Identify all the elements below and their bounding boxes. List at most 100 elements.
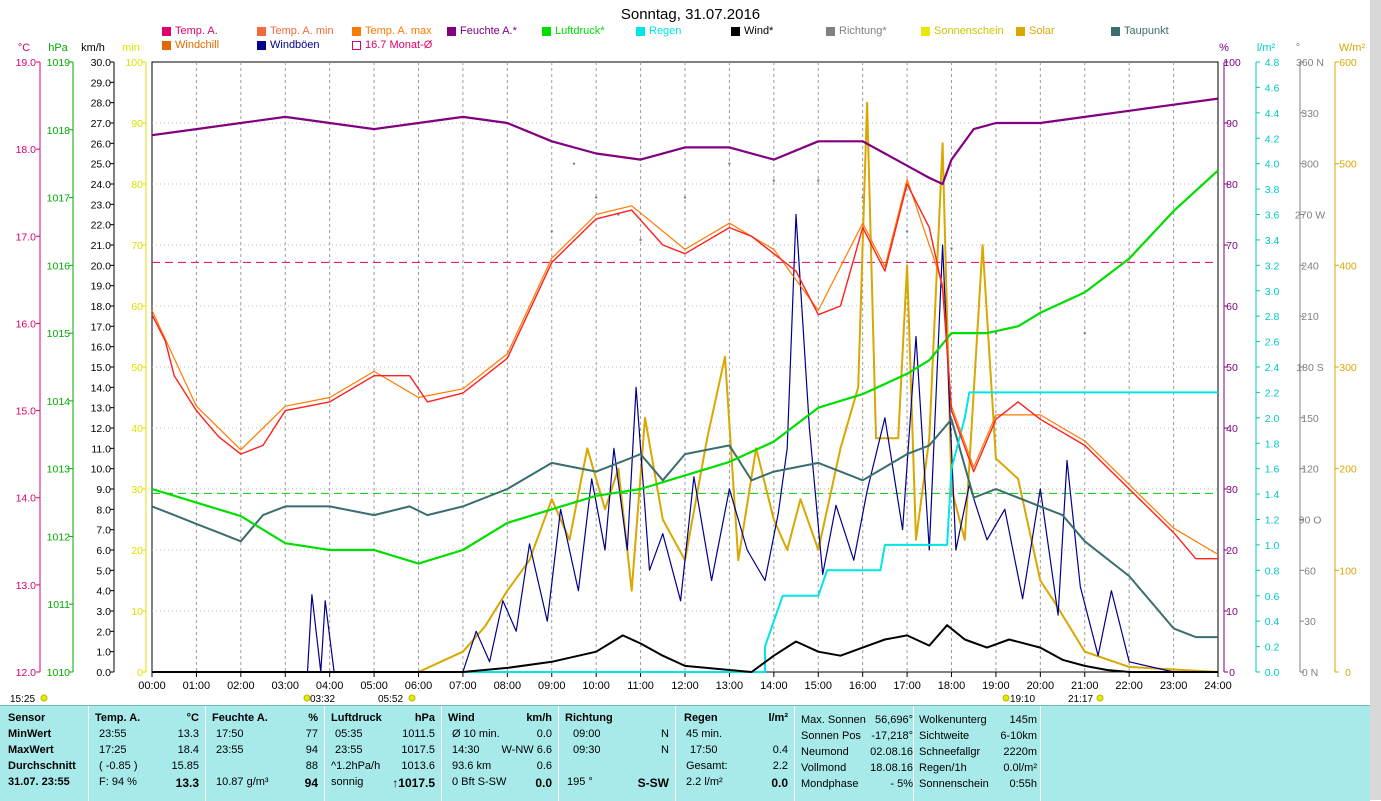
direction-point [1083,331,1086,335]
wind-r1-value: 0.0 [536,728,552,740]
x-tick-label: 14:00 [760,680,788,692]
pressure-axis-label: 1017 [47,193,71,205]
dawn-label: 05:52 [378,694,403,705]
legend-label: Temp. A. [175,25,218,37]
regen-now-value: 0.0 [771,776,788,790]
richtung-r1-dir: N [661,728,669,740]
header-feuchte: Feuchte A. [212,712,268,724]
legend-label: Feuchte A.* [460,25,517,37]
header-regen: Regen [684,712,718,724]
rain-axis-label: 0.4 [1265,616,1280,628]
wind-axis-label: 3.0 [96,606,111,618]
x-tick-label: 03:00 [271,680,299,692]
dewpoint-series [151,418,1218,639]
info2-b2: 6-10km [1000,730,1037,742]
chart-title: Sonntag, 31.07.2016 [620,6,761,23]
legend-item: Luftdruck* [542,25,605,37]
wind-axis-label: 14.0 [91,382,112,394]
direction-axis-label: 330 [1301,108,1319,120]
row-avg: Durchschnitt [8,760,76,772]
temp-axis-label: 12.0 [16,667,37,679]
sun-axis-label: 90 [131,118,143,130]
solar-axis-label: 200 [1339,464,1357,476]
sun-set-icon [1002,694,1010,702]
header-regen-unit: l/m² [768,712,788,724]
sun-rise-icon [303,694,311,702]
rain-axis-label: 2.2 [1265,387,1280,399]
x-tick-label: 15:00 [804,680,832,692]
wind-axis-label: 12.0 [91,423,112,435]
luft-max-time: 23:55 [335,744,363,756]
humidity-axis-label: 30 [1226,484,1238,496]
solar-axis-label: 100 [1339,565,1357,577]
legend-label: Temp. A. max [365,25,432,37]
direction-axis-label: 210 [1301,311,1319,323]
pressure-axis-label: 1011 [47,599,70,611]
wind-now-value: 0.0 [535,776,552,790]
direction-axis-title: ° [1296,42,1300,54]
direction-axis-label: 270 W [1295,210,1325,222]
temp-now-humidity: F: 94 % [99,776,137,788]
sun-axis-label: 40 [131,423,143,435]
pressure-axis-label: 1014 [47,396,71,408]
summary-panel: Sensor MinWert MaxWert Durchschnitt 31.0… [0,705,1370,801]
humidity-axis-label: 90 [1226,118,1238,130]
x-tick-label: 13:00 [716,680,744,692]
feuchte-now-value: 94 [304,776,318,790]
legend-swatch [162,26,171,36]
feuchte-max-time: 23:55 [216,744,244,756]
direction-point [772,179,776,182]
temp-max-value: 18.4 [177,744,199,756]
info2-b5: 0:55h [1009,778,1037,790]
info1-a3: Neumond [801,746,849,758]
temp-column: Temp. A. °C 23:55 13.3 17:25 18.4 ( -0.8… [93,706,203,801]
legend-swatch [1111,26,1120,36]
temp-axis-label: 17.0 [16,231,37,243]
wind-column: Wind km/h Ø 10 min. 0.0 14:30 W-NW 6.6 9… [446,706,556,801]
humidity-axis-title: % [1219,42,1229,54]
sun-axis-label: 0 [137,667,143,679]
info2-a3: Schneefallgr [919,746,981,758]
header-temp: Temp. A. [95,712,141,724]
wind-r2-label: 14:30 [452,744,480,756]
solar-axis-title: W/m² [1339,42,1366,54]
row-max: MaxWert [8,744,54,756]
x-tick-label: 05:00 [360,680,388,692]
rain-axis-label: 3.0 [1265,286,1280,298]
wind-r4-label: 0 Bft S-SW [452,776,507,788]
x-tick-label: 12:00 [671,680,699,692]
pressure-axis-label: 1018 [47,125,71,137]
legend-item: Windchill [162,39,219,51]
regen-r2-value: 0.4 [772,744,788,756]
wind-axis-label: 20.0 [91,260,112,272]
rain-axis-title: l/m² [1257,42,1276,54]
wind-axis-label: 8.0 [96,504,111,516]
header-luftdruck: Luftdruck [331,712,382,724]
legend-swatch [352,26,361,36]
humidity-axis-label: 40 [1226,423,1238,435]
legend-swatch [636,26,645,36]
feuchte-now-abs: 10.87 g/m³ [216,776,269,788]
sun-axis-label: 80 [131,179,143,191]
humidity-axis-label: 20 [1226,545,1238,557]
wind-axis-label: 28.0 [91,98,112,110]
rain-axis-label: 2.6 [1265,337,1280,349]
rain-axis-label: 0.2 [1265,642,1280,654]
temp-min-time: 23:55 [99,728,127,740]
temp-axis-label: 18.0 [16,144,37,156]
feuchte-avg-value: 88 [305,760,318,772]
direction-axis-label: 180 S [1296,362,1323,374]
sun-axis-label: 60 [131,301,143,313]
solar-axis-label: 600 [1339,57,1357,69]
humidity-axis-label: 100 [1223,57,1241,69]
info2-a4: Regen/1h [919,762,967,774]
direction-axis-label: 240 [1301,260,1319,272]
wind-r2-value: W-NW 6.6 [501,744,552,756]
direction-point [572,162,576,165]
legend-item: Temp. A. max [352,25,432,37]
sun-icon [40,694,48,702]
sun-axis-label: 30 [131,484,143,496]
legend-item: Sonnenschein [921,25,1004,37]
pressure-axis-title: hPa [48,42,68,54]
legend-swatch [352,40,361,50]
